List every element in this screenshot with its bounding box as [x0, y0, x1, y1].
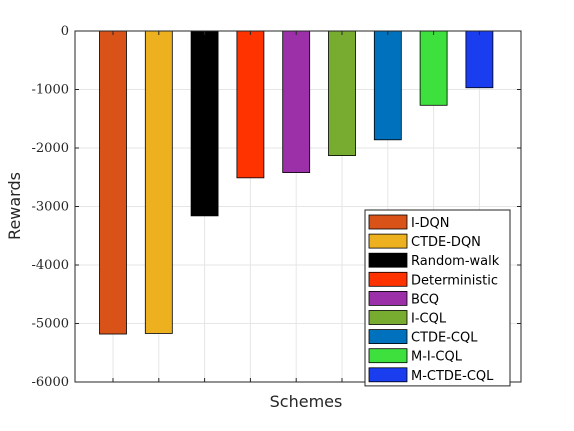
legend-swatch: [368, 348, 408, 364]
y-tick-label: 0: [61, 24, 69, 39]
legend-swatch: [368, 367, 408, 383]
bar-ctde-dqn: [144, 30, 173, 334]
legend-label: BCQ: [411, 292, 439, 307]
legend-swatch: [368, 290, 408, 306]
bar-bcq: [282, 30, 311, 173]
y-tick-label: -6000: [32, 375, 69, 390]
legend-swatch: [368, 310, 408, 325]
bar-i-cql: [328, 30, 356, 157]
y-tick-label: -5000: [32, 317, 69, 332]
bar-m-ctde-cql: [465, 30, 494, 89]
legend-swatch: [368, 329, 408, 345]
y-tick-label: -3000: [32, 200, 69, 215]
legend-label: Random-walk: [411, 254, 500, 269]
y-axis-title: Rewards: [5, 172, 24, 240]
legend-label: CTDE-CQL: [411, 331, 478, 346]
legend-swatch: [368, 271, 408, 287]
bar-i-dqn: [99, 30, 127, 335]
bar-random-walk: [190, 30, 219, 217]
y-tick-label: -2000: [32, 141, 69, 156]
legend-swatch: [368, 233, 408, 249]
x-axis-title: Schemes: [270, 392, 343, 411]
legend-swatch: [368, 214, 408, 230]
legend-label: CTDE-DQN: [411, 235, 481, 250]
legend: I-DQN CTDE-DQN Random-walk Deterministic BCQ…: [364, 209, 511, 387]
legend-swatch: [368, 252, 408, 268]
legend-label: I-CQL: [411, 312, 447, 327]
bar-ctde-cql: [373, 30, 402, 141]
bar-deterministic: [236, 30, 265, 179]
bar-m-i-cql: [419, 30, 448, 106]
legend-label: Deterministic: [411, 273, 498, 288]
legend-label: M-I-CQL: [411, 350, 463, 365]
y-axis-ticks: 0 -1000 -2000 -3000 -4000 -5000 -6000: [32, 24, 521, 390]
legend-label: M-CTDE-CQL: [411, 369, 494, 384]
y-tick-label: -4000: [32, 258, 69, 273]
y-tick-label: -1000: [32, 83, 69, 98]
legend-label: I-DQN: [411, 216, 450, 231]
